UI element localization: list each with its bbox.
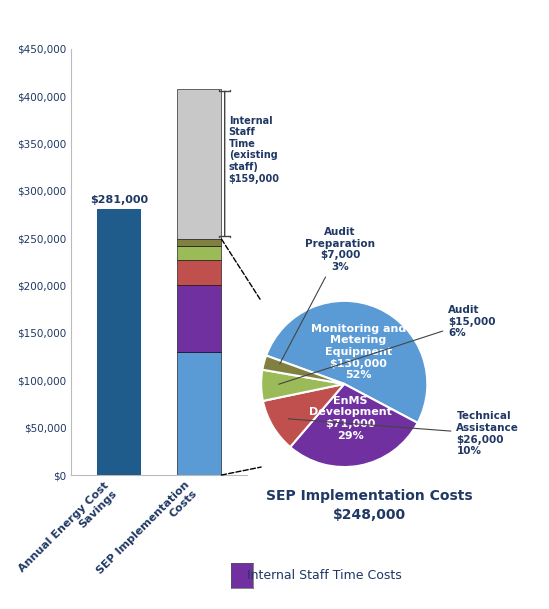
Bar	[97, 209, 141, 475]
Bar	[177, 284, 221, 352]
Text: EnMS
Development
$71,000
29%: EnMS Development $71,000 29%	[309, 396, 392, 441]
Text: Monitoring and
Metering
Equipment
$130,000
52%: Monitoring and Metering Equipment $130,0…	[311, 324, 406, 380]
Text: Audit
$15,000
6%: Audit $15,000 6%	[279, 305, 496, 384]
Text: $248,000: $248,000	[333, 509, 406, 523]
Wedge shape	[261, 370, 344, 401]
Text: SEP Implementation Costs: SEP Implementation Costs	[266, 489, 473, 503]
Bar	[177, 88, 221, 239]
Bar	[177, 260, 221, 284]
Wedge shape	[263, 384, 344, 447]
Text: Audit
Preparation
$7,000
3%: Audit Preparation $7,000 3%	[279, 227, 375, 364]
Text: Technical
Assistance
$26,000
10%: Technical Assistance $26,000 10%	[288, 412, 519, 456]
Text: Internal
Staff
Time
(existing
staff)
$159,000: Internal Staff Time (existing staff) $15…	[229, 116, 279, 183]
Wedge shape	[290, 384, 418, 467]
Wedge shape	[262, 356, 344, 384]
Text: $281,000: $281,000	[90, 195, 148, 205]
Bar	[177, 239, 221, 246]
Wedge shape	[266, 301, 427, 423]
Bar	[177, 246, 221, 260]
Text: Internal Staff Time Costs: Internal Staff Time Costs	[231, 569, 401, 582]
Bar	[177, 352, 221, 475]
